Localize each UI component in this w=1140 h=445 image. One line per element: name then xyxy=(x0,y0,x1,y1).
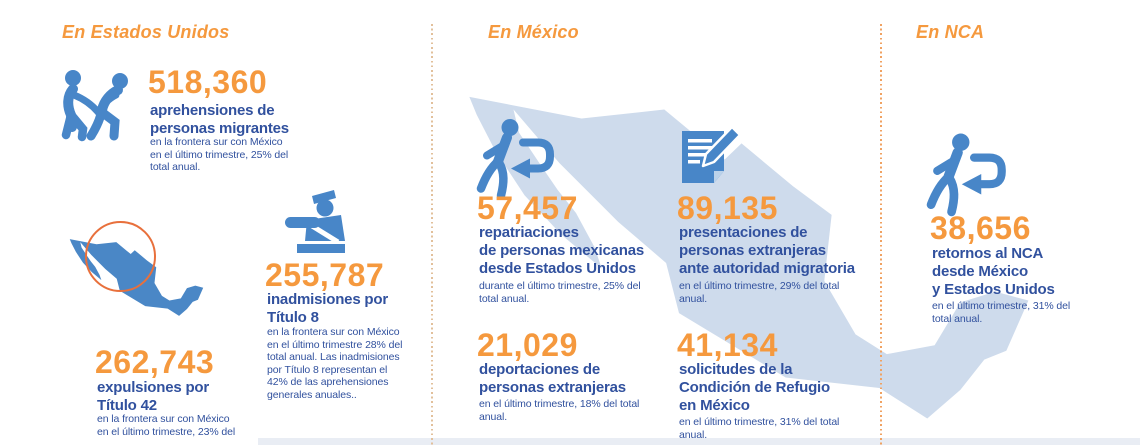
stat-label-refuge-requests: solicitudes de la Condición de Refugio e… xyxy=(679,361,830,414)
divider-us-mexico xyxy=(431,24,433,445)
stat-label-deportations: deportaciones de personas extranjeras xyxy=(479,361,626,396)
stat-note-apprehensions: en la frontera sur con México en el últi… xyxy=(150,136,289,174)
stat-note-inadmissions: en la frontera sur con México en el últi… xyxy=(267,326,403,401)
stat-value-expulsions: 262,743 xyxy=(95,344,215,380)
mexico-map-background xyxy=(462,88,1040,442)
stat-note-presentations: en el último trimestre, 29% del total an… xyxy=(679,280,840,305)
people-apprehension-icon xyxy=(58,68,138,144)
stat-note-repatriations: durante el último trimestre, 25% del tot… xyxy=(479,280,641,305)
stat-label-repatriations: repatriaciones de personas mexicanas des… xyxy=(479,224,645,277)
cropped-content-strip xyxy=(258,438,1140,445)
stat-label-inadmissions: inadmisiones por Título 8 xyxy=(267,291,388,326)
border-officer-icon xyxy=(285,189,353,253)
stat-label-presentations: presentaciones de personas extranjeras a… xyxy=(679,224,855,277)
border-highlight-circle-icon xyxy=(85,221,156,292)
stat-value-repatriations: 57,457 xyxy=(477,190,578,226)
stat-label-apprehensions: aprehensiones de personas migrantes xyxy=(150,102,289,137)
stat-label-returns: retornos al NCA desde México y Estados U… xyxy=(932,245,1055,298)
stat-value-deportations: 21,029 xyxy=(477,327,578,363)
running-person-return-icon xyxy=(925,132,1017,218)
section-title-us: En Estados Unidos xyxy=(62,22,230,42)
running-person-return-icon xyxy=(476,117,564,202)
stat-value-presentations: 89,135 xyxy=(677,190,778,226)
stat-value-apprehensions: 518,360 xyxy=(148,64,268,100)
stat-note-refuge-requests: en el último trimestre, 31% del total an… xyxy=(679,416,840,441)
stat-label-expulsions: expulsiones por Título 42 xyxy=(97,379,210,414)
stat-note-deportations: en el último trimestre, 18% del total an… xyxy=(479,398,640,423)
stat-note-expulsions: en la frontera sur con México en el últi… xyxy=(97,413,236,438)
stat-note-returns: en el último trimestre, 31% del total an… xyxy=(932,300,1071,325)
section-title-mexico: En México xyxy=(488,22,579,42)
section-title-nca: En NCA xyxy=(916,22,985,42)
stat-value-returns: 38,656 xyxy=(930,210,1031,246)
divider-mexico-nca xyxy=(880,24,882,445)
document-pen-icon xyxy=(677,122,748,192)
stat-value-inadmissions: 255,787 xyxy=(265,257,385,293)
stat-value-refuge-requests: 41,134 xyxy=(677,327,778,363)
